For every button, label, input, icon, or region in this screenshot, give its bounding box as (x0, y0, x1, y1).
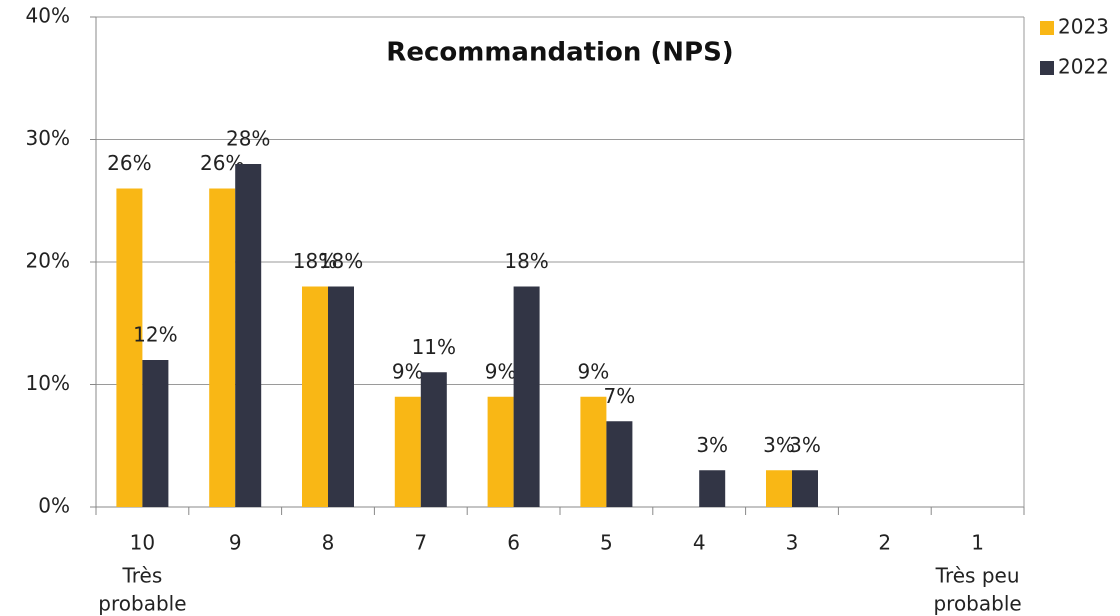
bar (766, 470, 792, 507)
bar (606, 421, 633, 507)
x-tick-label: 3 (786, 531, 799, 555)
bar (328, 286, 354, 507)
bar (235, 164, 262, 507)
x-tick-label: 1 (971, 531, 984, 555)
bar (420, 372, 447, 507)
x-end-label: Très (122, 564, 163, 588)
x-end-label: probable (98, 592, 186, 616)
legend-label: 2023 (1058, 15, 1109, 39)
data-label: 9% (392, 359, 424, 383)
data-label: 7% (604, 384, 636, 408)
data-label: 18% (293, 249, 337, 273)
bar (142, 360, 169, 507)
bar (580, 396, 607, 507)
bar (699, 470, 726, 507)
data-label: 9% (578, 359, 610, 383)
legend-swatch (1040, 61, 1054, 75)
x-tick-label: 8 (322, 531, 335, 555)
x-end-label: Très peu (935, 564, 1020, 588)
y-tick-label: 20% (26, 249, 70, 273)
bar (792, 470, 818, 507)
data-label: 11% (412, 335, 456, 359)
data-label: 3% (763, 433, 795, 457)
bar (487, 396, 514, 507)
y-tick-label: 10% (26, 371, 70, 395)
legend-label: 2022 (1058, 55, 1109, 79)
y-tick-label: 0% (38, 494, 70, 518)
x-tick-label: 4 (693, 531, 706, 555)
x-tick-label: 9 (229, 531, 242, 555)
bar (302, 286, 328, 507)
x-tick-label: 6 (507, 531, 520, 555)
bar (116, 188, 143, 507)
data-label: 3% (696, 433, 728, 457)
data-label: 12% (133, 323, 177, 347)
data-label: 3% (789, 433, 821, 457)
x-tick-label: 7 (414, 531, 427, 555)
legend-swatch (1040, 21, 1054, 35)
x-tick-label: 5 (600, 531, 613, 555)
x-end-label: probable (933, 592, 1021, 616)
data-label: 18% (319, 249, 363, 273)
data-label: 18% (504, 249, 548, 273)
y-tick-label: 40% (26, 4, 70, 28)
x-tick-label: 2 (878, 531, 891, 555)
data-label: 28% (226, 127, 270, 151)
y-tick-label: 30% (26, 126, 70, 150)
x-tick-label: 10 (130, 531, 155, 555)
data-label: 26% (107, 151, 151, 175)
bar (394, 396, 421, 507)
bar (513, 286, 540, 507)
data-label: 9% (485, 359, 517, 383)
bar (209, 188, 236, 507)
chart-title: Recommandation (NPS) (386, 38, 733, 68)
